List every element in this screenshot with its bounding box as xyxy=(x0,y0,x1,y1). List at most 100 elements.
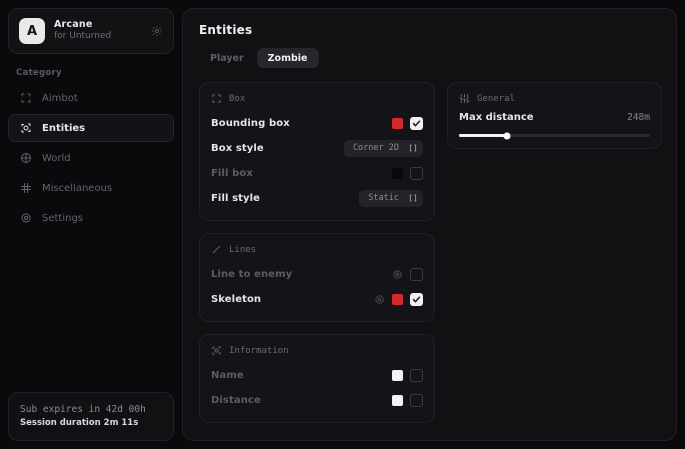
card-information: Information Name Distance xyxy=(199,334,435,423)
checkbox-bounding-box[interactable] xyxy=(410,116,423,130)
sidebar-item-label: Settings xyxy=(42,212,84,224)
sidebar: A Arcane for Unturned Category Aimbot xyxy=(8,8,174,441)
color-swatch[interactable] xyxy=(392,293,403,305)
dropdown-value: Corner 2D xyxy=(352,143,399,153)
row-label: Distance xyxy=(211,394,261,406)
setting-row-bounding-box: Bounding box xyxy=(211,112,423,134)
sidebar-item-miscellaneous[interactable]: Miscellaneous xyxy=(8,174,174,202)
gear-icon[interactable] xyxy=(392,269,403,280)
checkbox-distance[interactable] xyxy=(410,393,423,407)
color-swatch[interactable] xyxy=(392,117,403,129)
settings-columns: Box Bounding box Box style C xyxy=(199,82,662,423)
sliders-icon xyxy=(459,93,470,104)
right-column: General Max distance 248m xyxy=(447,82,662,423)
dropdown-fill-style[interactable]: Static xyxy=(359,189,423,207)
dropdown-box-style[interactable]: Corner 2D xyxy=(343,139,423,157)
page-title: Entities xyxy=(199,23,253,37)
avatar: A xyxy=(19,18,45,44)
card-title: Information xyxy=(229,345,289,356)
row-controls xyxy=(392,368,423,382)
card-box-header: Box xyxy=(211,93,423,104)
profile-card[interactable]: A Arcane for Unturned xyxy=(8,8,174,54)
card-information-header: Information xyxy=(211,345,423,356)
frame-icon xyxy=(211,93,222,104)
session-duration: Session duration 2m 11s xyxy=(20,418,139,429)
row-controls xyxy=(392,116,423,130)
status-card: Sub expires in 42d 00h Session duration … xyxy=(8,392,174,441)
setting-row-skeleton: Skeleton xyxy=(211,288,423,310)
sidebar-item-label: Miscellaneous xyxy=(42,182,113,194)
globe-icon xyxy=(19,152,32,165)
slider-thumb[interactable] xyxy=(503,132,511,139)
category-label: Category xyxy=(16,68,62,78)
checkbox-line-to-enemy[interactable] xyxy=(410,267,423,281)
sidebar-item-label: World xyxy=(42,152,71,164)
expand-icon xyxy=(409,194,417,202)
dropdown-value: Static xyxy=(368,193,399,203)
card-title: Lines xyxy=(229,244,257,255)
sidebar-nav: Aimbot Entities World xyxy=(8,84,174,232)
grid-sliders-icon xyxy=(19,182,32,195)
card-box: Box Bounding box Box style C xyxy=(199,82,435,221)
row-label: Fill style xyxy=(211,192,261,204)
subscription-expiry: Sub expires in 42d 00h xyxy=(20,404,146,415)
sidebar-item-label: Aimbot xyxy=(42,92,78,104)
checkbox-fill-box[interactable] xyxy=(410,166,423,180)
tab-zombie[interactable]: Zombie xyxy=(256,48,319,68)
color-swatch[interactable] xyxy=(392,167,403,179)
entity-scan-icon xyxy=(19,122,32,135)
profile-name: Arcane xyxy=(54,19,93,31)
card-title: General xyxy=(477,93,515,104)
entity-type-tabs: Player Zombie xyxy=(199,48,662,68)
expand-icon xyxy=(409,144,417,152)
row-label: Bounding box xyxy=(211,117,290,129)
slider-fill xyxy=(459,134,507,137)
gear-icon xyxy=(19,212,32,225)
color-swatch[interactable] xyxy=(392,369,403,381)
tab-player[interactable]: Player xyxy=(210,52,244,64)
card-general-header: General xyxy=(459,93,650,104)
slider-max-distance[interactable] xyxy=(459,132,650,139)
diagonal-line-icon xyxy=(211,244,222,255)
sidebar-item-label: Entities xyxy=(42,122,86,134)
row-label: Box style xyxy=(211,142,264,154)
row-label: Name xyxy=(211,369,244,381)
row-controls: Corner 2D xyxy=(343,139,423,157)
slider-value: 248m xyxy=(627,112,650,123)
sidebar-item-aimbot[interactable]: Aimbot xyxy=(8,84,174,112)
main-panel: Entities Player Zombie Box Bounding box xyxy=(182,8,677,441)
sidebar-item-settings[interactable]: Settings xyxy=(8,204,174,232)
color-swatch[interactable] xyxy=(392,394,403,406)
card-lines: Lines Line to enemy Skeleton xyxy=(199,233,435,322)
checkbox-skeleton[interactable] xyxy=(410,292,423,306)
checkbox-name[interactable] xyxy=(410,368,423,382)
info-scan-icon xyxy=(211,345,222,356)
row-controls xyxy=(392,393,423,407)
setting-row-fill-box: Fill box xyxy=(211,162,423,184)
setting-row-line-to-enemy: Line to enemy xyxy=(211,263,423,285)
row-controls: Static xyxy=(359,189,423,207)
setting-row-max-distance: Max distance 248m xyxy=(459,112,650,123)
row-label: Fill box xyxy=(211,167,253,179)
card-lines-header: Lines xyxy=(211,244,423,255)
setting-row-distance: Distance xyxy=(211,389,423,411)
profile-subtitle: for Unturned xyxy=(54,31,112,42)
setting-row-box-style: Box style Corner 2D xyxy=(211,137,423,159)
slider-label: Max distance xyxy=(459,112,534,123)
sidebar-item-entities[interactable]: Entities xyxy=(8,114,174,142)
row-controls xyxy=(392,166,423,180)
row-label: Skeleton xyxy=(211,293,262,305)
row-label: Line to enemy xyxy=(211,268,293,280)
setting-row-name: Name xyxy=(211,364,423,386)
row-controls xyxy=(392,267,423,281)
left-column: Box Bounding box Box style C xyxy=(199,82,435,423)
gear-icon[interactable] xyxy=(374,294,385,305)
card-title: Box xyxy=(229,93,246,104)
sidebar-item-world[interactable]: World xyxy=(8,144,174,172)
crosshair-icon xyxy=(19,92,32,105)
setting-row-fill-style: Fill style Static xyxy=(211,187,423,209)
profile-text: Arcane for Unturned xyxy=(54,19,142,42)
row-controls xyxy=(374,292,423,306)
card-general: General Max distance 248m xyxy=(447,82,662,149)
gear-icon[interactable] xyxy=(151,25,163,37)
